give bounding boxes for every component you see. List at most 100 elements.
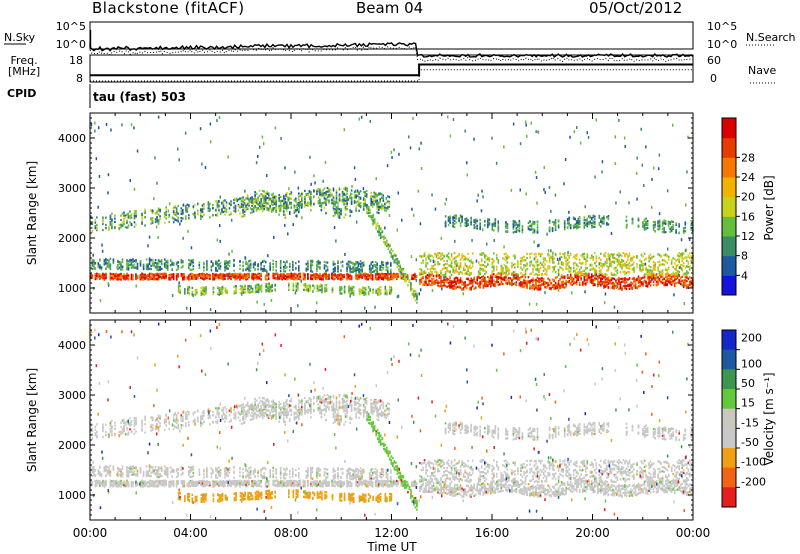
power-point (493, 273, 495, 276)
power-point (581, 261, 584, 264)
power-point (511, 266, 513, 269)
power-point (634, 282, 637, 285)
power-point (429, 273, 432, 277)
power-point (542, 282, 545, 285)
power-point (637, 277, 640, 280)
power-point (271, 284, 273, 287)
power-point (533, 253, 536, 256)
power-point (496, 253, 498, 257)
power-point (437, 280, 439, 283)
power-point (184, 291, 186, 294)
power-point (91, 274, 94, 277)
power-point (316, 273, 318, 276)
power-point (233, 263, 235, 266)
power-point (673, 279, 676, 282)
power-point (325, 275, 327, 278)
power-point (462, 266, 465, 269)
power-point (307, 274, 309, 277)
power-point (506, 273, 509, 277)
power-point (551, 255, 554, 258)
power-point (425, 261, 427, 265)
power-point (206, 276, 208, 280)
power-point (557, 283, 560, 287)
power-point (227, 276, 229, 279)
power-point (362, 191, 365, 194)
power-point (165, 276, 167, 279)
power-point (435, 253, 438, 256)
power-point (278, 277, 280, 280)
power-point (542, 257, 545, 260)
power-point (322, 193, 324, 196)
power-point (364, 277, 366, 280)
power-point (377, 272, 380, 275)
power-point (627, 278, 629, 281)
power-point (191, 291, 194, 294)
power-point (444, 284, 447, 287)
power-point (188, 214, 190, 217)
power-point (551, 284, 554, 288)
power-point (295, 267, 297, 270)
power-point (287, 277, 290, 280)
power-point (307, 284, 310, 287)
power-point (538, 277, 540, 280)
power-point (553, 267, 555, 271)
power-point (172, 217, 175, 220)
power-point (93, 259, 95, 262)
power-point (123, 214, 125, 217)
power-point (325, 288, 328, 291)
power-point (186, 207, 189, 210)
power-point (203, 273, 205, 276)
power-point (515, 281, 518, 284)
power-point (252, 203, 255, 206)
power-point (453, 287, 456, 290)
power-point (420, 278, 423, 282)
power-point (370, 274, 372, 277)
power-point (322, 189, 324, 192)
power-point (228, 213, 231, 216)
power-point (127, 264, 130, 267)
power-point (221, 291, 224, 294)
power-point (99, 266, 101, 270)
power-point (461, 280, 463, 283)
power-point (471, 285, 474, 288)
power-point (326, 199, 329, 202)
power-point (503, 278, 506, 282)
power-point (380, 276, 383, 279)
power-point (260, 205, 262, 209)
power-point (379, 274, 381, 277)
power-point (261, 269, 264, 272)
nave-label: Nave (748, 64, 777, 77)
power-point (560, 281, 563, 284)
power-point (690, 285, 693, 289)
power-point (314, 276, 317, 279)
power-point (651, 276, 653, 279)
power-point (681, 279, 683, 282)
power-point (109, 220, 112, 224)
power-point (686, 280, 688, 283)
power-point (646, 277, 649, 280)
power-point (160, 259, 163, 262)
power-point (307, 260, 309, 263)
power-point (203, 203, 205, 206)
power-point (157, 269, 160, 272)
power-point (385, 262, 388, 265)
power-point (338, 277, 341, 280)
power-point (177, 265, 179, 268)
power-point (554, 276, 557, 279)
power-point (452, 257, 454, 261)
power-point (328, 193, 330, 196)
power-point (102, 218, 104, 221)
power-point (237, 209, 240, 212)
power-point (210, 266, 213, 269)
power-point (666, 277, 668, 281)
power-point (390, 277, 392, 280)
power-point (542, 265, 545, 268)
power-point (373, 196, 375, 199)
power-point (316, 267, 318, 271)
power-point (261, 210, 264, 213)
power-point (428, 272, 430, 275)
nsky-label: N.Sky (4, 31, 36, 44)
power-point (434, 270, 436, 273)
power-point (379, 273, 381, 276)
